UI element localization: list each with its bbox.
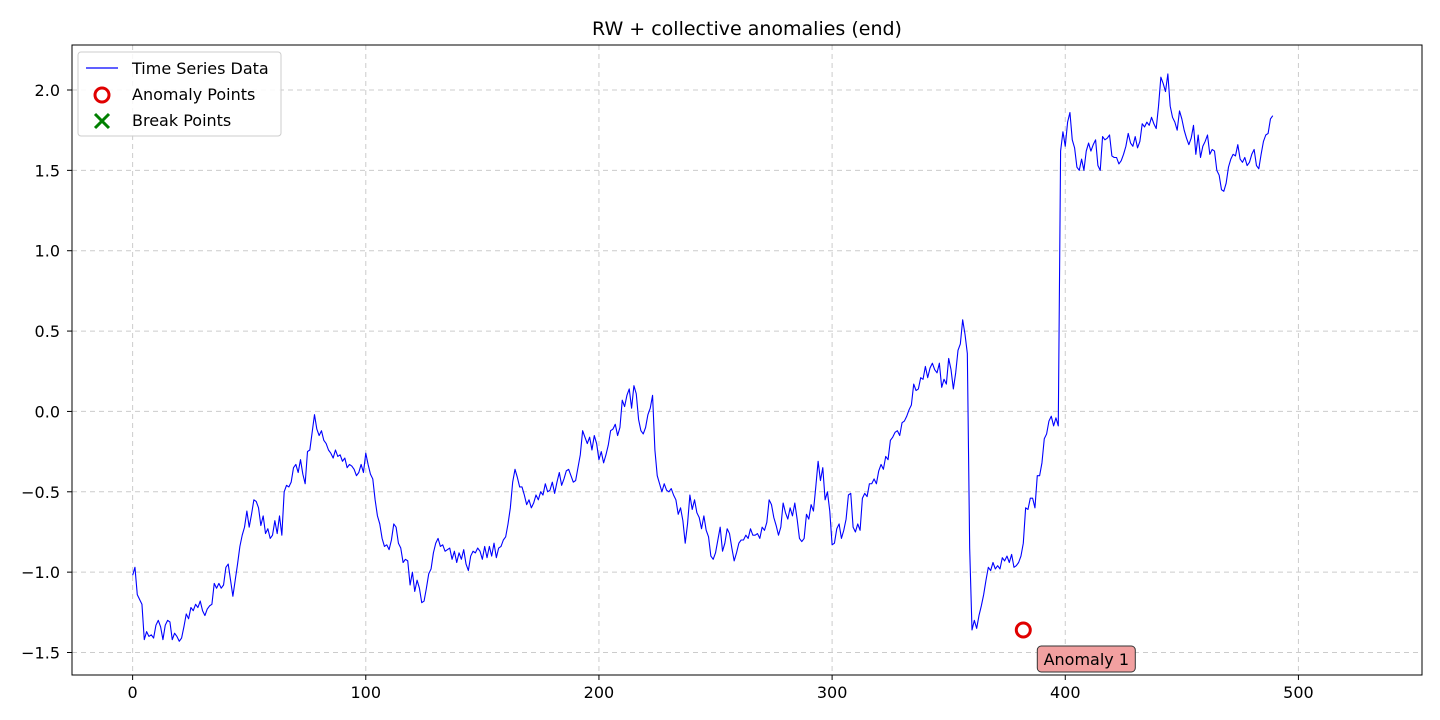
grid-lines [72, 45, 1422, 675]
chart-title: RW + collective anomalies (end) [592, 18, 902, 40]
y-tick-label: 1.0 [35, 242, 60, 261]
x-tick-label: 500 [1283, 683, 1314, 702]
anomaly-markers [1014, 621, 1032, 639]
x-tick-label: 100 [351, 683, 382, 702]
legend: Time Series Data Anomaly Points Break Poin… [77, 51, 282, 137]
annotations: Anomaly 1 [1036, 645, 1136, 673]
y-tick-label: −1.0 [21, 563, 60, 582]
legend-label: Anomaly Points [132, 85, 255, 104]
annotation-label: Anomaly 1 [1044, 650, 1129, 669]
axis-ticks: 0 100 200 300 400 500 −1.5 −1.0 −0.5 0.0 0.5 1.0 1.5… [21, 81, 1314, 702]
legend-box [77, 51, 282, 137]
y-tick-label: 2.0 [35, 81, 60, 100]
y-tick-label: −0.5 [21, 483, 60, 502]
legend-label: Break Points [132, 111, 231, 130]
legend-label: Time Series Data [131, 59, 269, 78]
y-tick-label: 1.5 [35, 161, 60, 180]
plot-frame [71, 44, 1423, 676]
series-layer [132, 73, 1274, 642]
series-line-time-series-data [132, 73, 1274, 642]
x-tick-label: 0 [128, 683, 138, 702]
y-tick-label: 0.0 [35, 402, 60, 421]
y-tick-label: −1.5 [21, 644, 60, 663]
anomaly-point-marker [1014, 621, 1032, 639]
x-tick-label: 400 [1050, 683, 1081, 702]
y-tick-label: 0.5 [35, 322, 60, 341]
annotation-box [1036, 645, 1136, 673]
legend-x-swatch [93, 112, 111, 130]
x-tick-label: 200 [584, 683, 615, 702]
x-tick-label: 300 [817, 683, 848, 702]
legend-circle-swatch [93, 86, 111, 104]
